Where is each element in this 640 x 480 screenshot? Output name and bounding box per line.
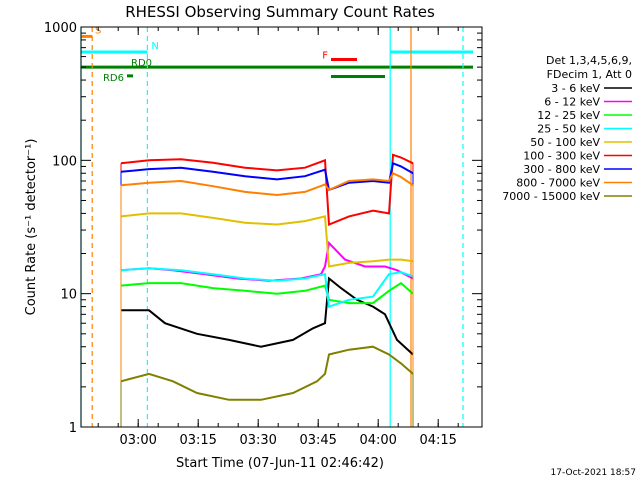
flag-label-rd0: RD0 bbox=[131, 58, 152, 69]
y-tick-label-2: 100 bbox=[52, 154, 77, 169]
legend-label-8: 7000 - 15000 keV bbox=[502, 190, 600, 203]
x-axis-label: Start Time (07-Jun-11 02:46:42) bbox=[176, 456, 384, 471]
footer-timestamp: 17-Oct-2021 18:57 bbox=[551, 468, 636, 478]
chart-title: RHESSI Observing Summary Count Rates bbox=[125, 3, 435, 21]
legend-label-6: 300 - 800 keV bbox=[523, 163, 600, 176]
legend-label-3: 25 - 50 keV bbox=[537, 123, 600, 136]
series-line-4 bbox=[120, 212, 414, 268]
legend-label-5: 100 - 300 keV bbox=[523, 150, 600, 163]
y-tick-label-1: 10 bbox=[60, 288, 77, 303]
y-axis-label: Count Rate (s⁻¹ detector⁻¹) bbox=[24, 139, 39, 316]
series-line-3 bbox=[120, 267, 414, 308]
x-tick-label-0: 03:00 bbox=[119, 433, 156, 448]
series-line-0 bbox=[121, 276, 414, 356]
legend-label-7: 800 - 7000 keV bbox=[516, 177, 600, 190]
legend: Det 1,3,4,5,6,9, FDecim 1, Att 0 3 - 6 k… bbox=[502, 54, 632, 203]
legend-header-line-2: FDecim 1, Att 0 bbox=[547, 68, 632, 81]
series-line-2 bbox=[120, 281, 414, 305]
series-line-6 bbox=[120, 161, 414, 192]
plot-frame bbox=[80, 26, 483, 428]
x-axis-ticks: 03:00 03:15 03:30 03:45 04:00 04:15 bbox=[97, 27, 459, 448]
y-tick-label-0: 1 bbox=[69, 421, 77, 436]
legend-label-4: 50 - 100 keV bbox=[530, 136, 600, 149]
x-tick-label-1: 03:15 bbox=[179, 433, 216, 448]
legend-label-1: 6 - 12 keV bbox=[544, 96, 600, 109]
y-axis-ticks: 1 10 100 1000 bbox=[44, 21, 482, 436]
series-line-7 bbox=[120, 171, 414, 197]
series-line-8 bbox=[120, 345, 414, 401]
flag-label-rd6: RD6 bbox=[103, 73, 124, 84]
flag-label-f: F bbox=[322, 51, 328, 62]
x-tick-label-3: 03:45 bbox=[299, 433, 336, 448]
series-lines bbox=[120, 153, 414, 427]
legend-label-2: 12 - 25 keV bbox=[537, 109, 600, 122]
x-tick-label-2: 03:30 bbox=[239, 433, 276, 448]
flag-label-n: N bbox=[151, 41, 158, 52]
x-tick-label-5: 04:15 bbox=[419, 433, 456, 448]
y-tick-label-3: 1000 bbox=[44, 21, 77, 36]
legend-header-line-1: Det 1,3,4,5,6,9, bbox=[546, 54, 632, 67]
flag-bars: SNRD0RD6F bbox=[81, 25, 473, 84]
x-tick-label-4: 04:00 bbox=[359, 433, 396, 448]
vertical-markers bbox=[80, 27, 464, 427]
legend-label-0: 3 - 6 keV bbox=[551, 82, 600, 95]
